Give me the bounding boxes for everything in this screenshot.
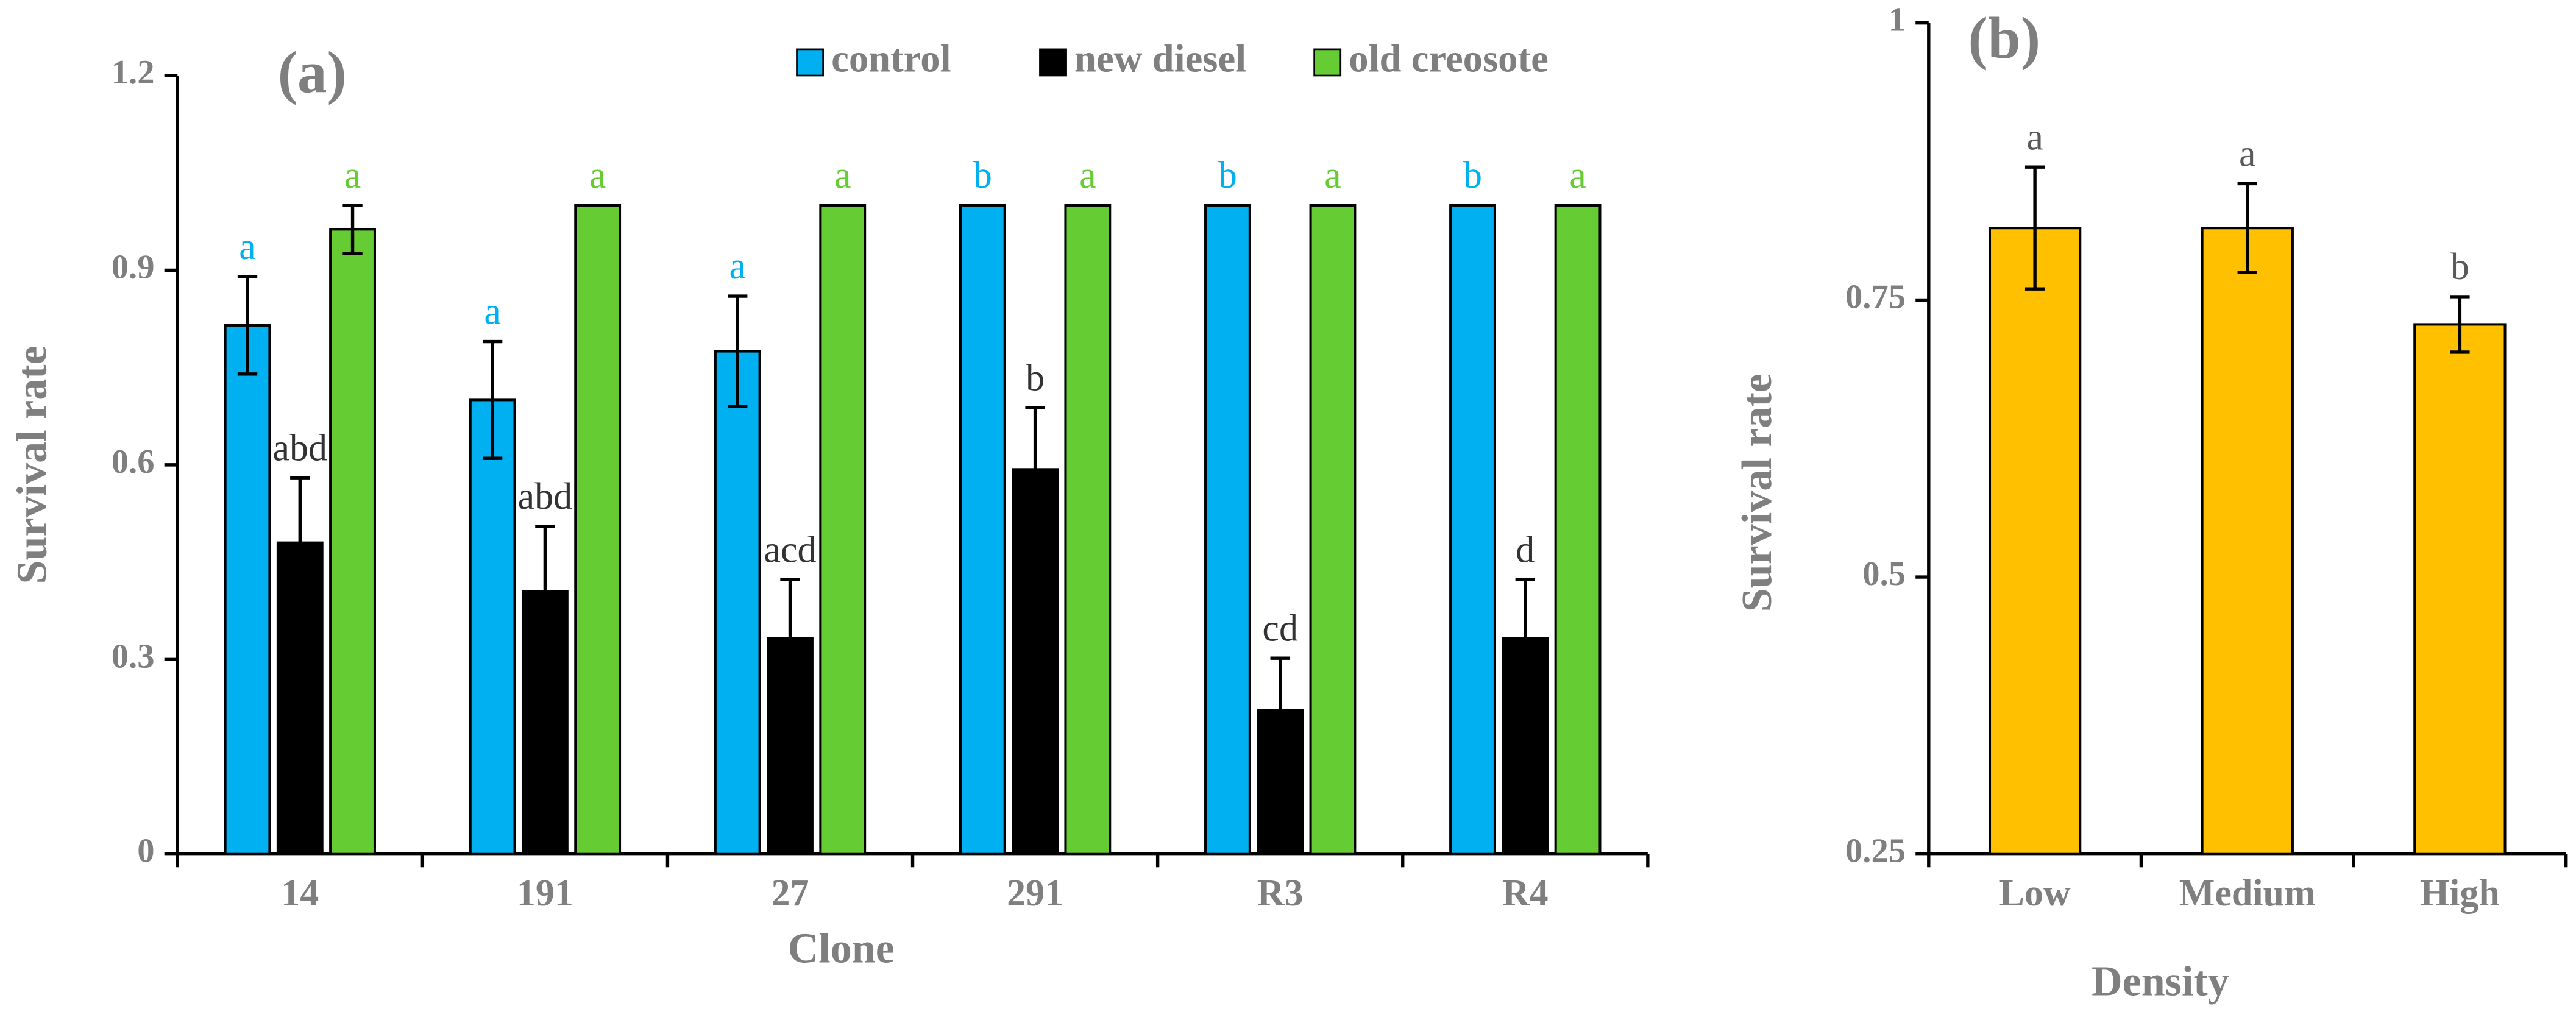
legend-swatch — [1039, 48, 1067, 77]
legend-label: control — [831, 36, 951, 80]
error-bar — [1515, 578, 1535, 698]
significance-letter: d — [1516, 529, 1535, 570]
y-tick-label: 0.6 — [112, 443, 155, 481]
error-bar — [290, 476, 310, 609]
y-tick-label: 0.3 — [112, 637, 155, 675]
x-tick-label: 191 — [517, 873, 573, 914]
error-bar — [482, 339, 503, 460]
significance-letter: acd — [764, 529, 816, 570]
x-tick-label: High — [2420, 873, 2500, 914]
y-tick-label: 1.2 — [112, 54, 155, 91]
error-bar — [237, 275, 258, 376]
bar — [2201, 227, 2294, 855]
significance-letter: a — [2239, 133, 2256, 175]
significance-letter: b — [1218, 155, 1237, 196]
legend-swatch — [796, 48, 824, 77]
error-bar — [780, 578, 800, 698]
significance-letter: b — [2450, 246, 2469, 288]
x-tick-label: Medium — [2179, 873, 2316, 914]
error-bar — [1270, 656, 1290, 764]
significance-letter: a — [239, 226, 256, 267]
bar — [224, 324, 271, 855]
x-tick-label: R3 — [1257, 873, 1304, 914]
bar — [329, 228, 376, 855]
significance-letter: a — [729, 246, 746, 287]
x-axis-label: Density — [2092, 958, 2229, 1005]
bar — [819, 204, 867, 855]
panel-label: (a) — [278, 40, 347, 105]
significance-letter: a — [589, 155, 606, 196]
significance-letter: a — [1324, 155, 1341, 196]
x-tick-label: R4 — [1502, 873, 1549, 914]
y-axis-label: Survival rate — [9, 345, 55, 584]
significance-letter: cd — [1262, 607, 1298, 649]
panel-label: (b) — [1968, 5, 2041, 71]
error-bar — [2237, 182, 2257, 274]
x-tick-label: 27 — [771, 873, 809, 914]
bar — [1012, 468, 1059, 855]
y-axis-label: Survival rate — [1734, 374, 1781, 612]
error-bar — [535, 525, 555, 658]
y-tick-label: 0.5 — [1862, 555, 1906, 593]
error-bar — [2450, 295, 2470, 354]
legend-label: old creosote — [1349, 36, 1549, 80]
y-tick-label: 1 — [1889, 1, 1906, 39]
legend-swatch — [1313, 48, 1342, 77]
significance-letter: a — [484, 291, 501, 333]
error-bar — [1025, 406, 1045, 533]
y-tick-label: 0.75 — [1845, 278, 1906, 316]
significance-letter: b — [973, 155, 992, 196]
bar — [1204, 204, 1251, 855]
bar — [574, 204, 622, 855]
bar — [1064, 204, 1112, 855]
significance-letter: a — [1079, 155, 1096, 196]
significance-letter: b — [1463, 155, 1482, 196]
y-tick-label: 0.25 — [1845, 832, 1906, 870]
error-bar — [2024, 165, 2045, 291]
bar — [1309, 204, 1357, 855]
bar — [714, 350, 761, 855]
x-tick-label: 14 — [281, 873, 319, 914]
y-tick-label: 0 — [137, 832, 154, 870]
bar — [1449, 204, 1496, 855]
significance-letter: abd — [518, 476, 573, 517]
error-bar — [728, 294, 748, 408]
x-tick-label: 291 — [1007, 873, 1063, 914]
significance-letter: abd — [273, 427, 328, 469]
error-bar — [342, 204, 363, 255]
bar — [469, 398, 516, 855]
y-tick-label: 0.9 — [112, 248, 155, 286]
significance-letter: a — [1569, 155, 1586, 196]
significance-letter: a — [834, 155, 851, 196]
significance-letter: a — [2026, 116, 2043, 158]
bar — [2413, 323, 2507, 855]
bar — [959, 204, 1006, 855]
x-axis-label: Clone — [788, 926, 895, 972]
bar — [1988, 227, 2082, 855]
x-tick-label: Low — [1999, 873, 2071, 914]
significance-letter: b — [1026, 357, 1045, 398]
significance-letter: a — [344, 155, 361, 196]
bar — [1554, 204, 1602, 855]
legend-label: new diesel — [1074, 36, 1246, 80]
